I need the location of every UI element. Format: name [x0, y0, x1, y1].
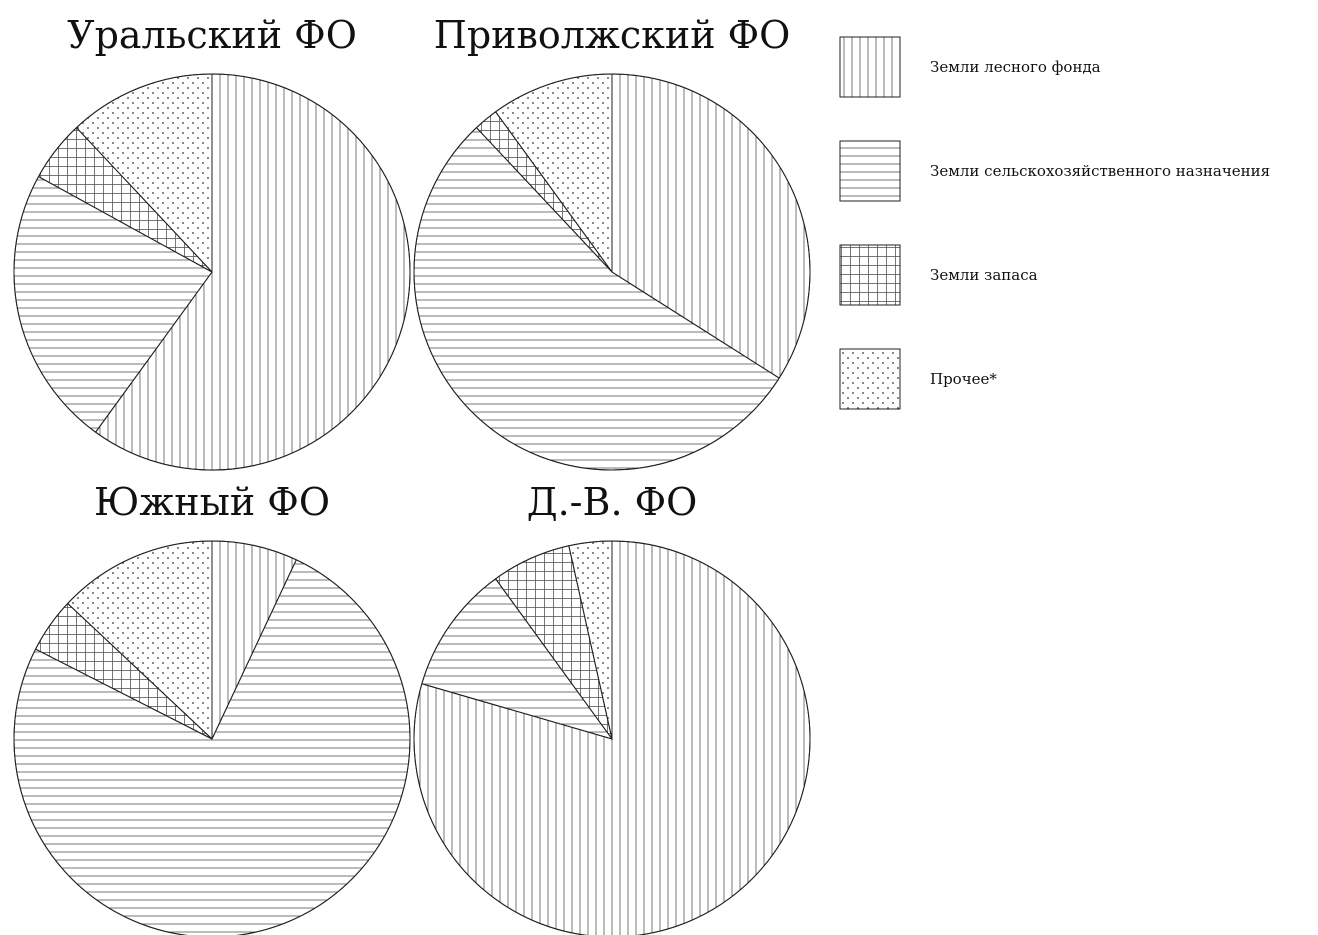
pie-chart: Приволжский ФО: [413, 13, 811, 471]
pie-chart: Южный ФО: [13, 480, 411, 935]
pie-title: Приволжский ФО: [434, 13, 791, 57]
legend-label: Земли запаса: [930, 266, 1038, 284]
legend-item-agricultural: Земли сельскохозяйственного назначения: [839, 140, 1270, 202]
legend-item-forest: Земли лесного фонда: [839, 36, 1101, 98]
legend-label: Прочее*: [930, 370, 997, 388]
legend-label: Земли сельскохозяйственного назначения: [930, 162, 1270, 180]
pie-title: Д.-В. ФО: [527, 480, 698, 524]
pie-chart: Д.-В. ФО: [413, 480, 811, 935]
pie-title: Уральский ФО: [67, 13, 357, 57]
pie-outline: [413, 73, 811, 471]
legend-label: Земли лесного фонда: [930, 58, 1101, 76]
pie-outline: [13, 73, 411, 471]
legend-item-reserve: Земли запаса: [839, 244, 1038, 306]
pie-outline: [13, 540, 411, 935]
legend: Земли лесного фонда Земли сельскохозяйств…: [839, 36, 1270, 410]
legend-swatch: [839, 348, 901, 410]
pie-outline: [413, 540, 811, 935]
pie-chart: Уральский ФО: [13, 13, 411, 471]
pie-title: Южный ФО: [94, 480, 330, 524]
legend-swatch: [839, 244, 901, 306]
pies-layer: Уральский ФО Приволжский ФО Южный ФО Д.-В. …: [13, 13, 811, 935]
legend-swatch: [839, 140, 901, 202]
legend-item-other: Прочее*: [839, 348, 997, 410]
legend-swatch: [839, 36, 901, 98]
